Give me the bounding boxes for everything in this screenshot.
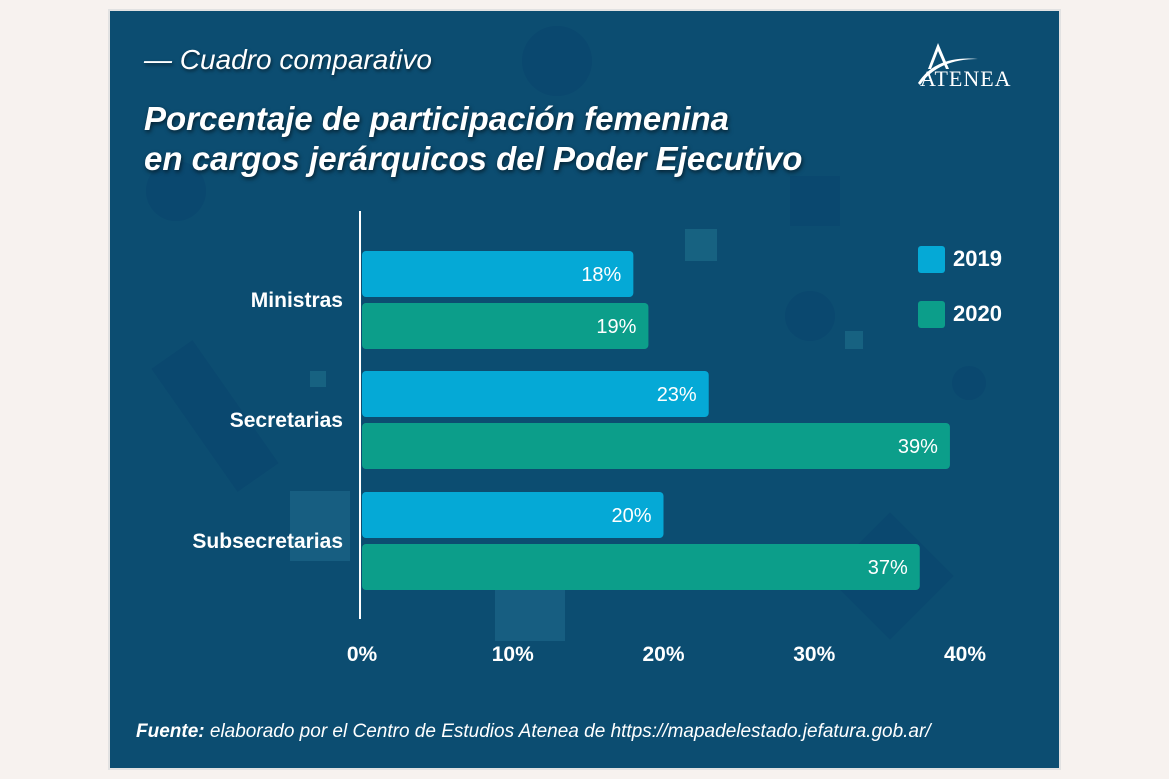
chart-title: Porcentaje de participación femenina en … bbox=[144, 99, 802, 179]
decorative-circle bbox=[785, 291, 835, 341]
atenea-logo-icon bbox=[918, 43, 978, 85]
x-tick-label: 20% bbox=[642, 643, 684, 666]
data-label: 23% bbox=[657, 384, 697, 406]
infographic-card: — Cuadro comparativo Porcentaje de parti… bbox=[110, 11, 1059, 768]
decorative-square bbox=[685, 229, 717, 261]
bar-2020 bbox=[362, 544, 920, 590]
decorative-circle bbox=[146, 161, 206, 221]
logo-text: ATENEA bbox=[920, 66, 1012, 91]
decorative-circle bbox=[952, 366, 986, 400]
decorative-square bbox=[310, 371, 326, 387]
bar-2019 bbox=[362, 371, 709, 417]
x-tick-label: 30% bbox=[793, 643, 835, 666]
title-line-2: en cargos jerárquicos del Poder Ejecutiv… bbox=[144, 140, 803, 177]
x-tick-label: 0% bbox=[347, 643, 378, 666]
data-label: 39% bbox=[898, 436, 938, 458]
bar-2020 bbox=[362, 303, 649, 349]
legend-swatch-2020 bbox=[918, 300, 945, 328]
category-label: Subsecretarias bbox=[192, 530, 343, 553]
decorative-square bbox=[790, 176, 840, 226]
decorative-square bbox=[845, 331, 863, 349]
legend-item-2019: 2019 bbox=[918, 244, 1002, 274]
legend: 2019 2020 bbox=[918, 244, 1002, 354]
title-line-1: Porcentaje de participación femenina bbox=[144, 100, 730, 137]
bar-2019 bbox=[362, 492, 664, 538]
legend-label-2020: 2020 bbox=[953, 301, 1002, 326]
bar-2020 bbox=[362, 423, 950, 469]
source-text: elaborado por el Centro de Estudios Aten… bbox=[204, 721, 931, 742]
bar-chart: Ministras 18% 19% Secretarias 23% 39% Subsecre… bbox=[192, 211, 986, 666]
atenea-logo: ATENEA bbox=[916, 41, 1011, 91]
data-label: 20% bbox=[611, 505, 651, 527]
source-note: Fuente: elaborado por el Centro de Estud… bbox=[136, 721, 931, 743]
subtitle-text: Cuadro comparativo bbox=[179, 44, 432, 75]
data-label: 18% bbox=[581, 264, 621, 286]
x-tick-label: 10% bbox=[492, 643, 534, 666]
data-label: 19% bbox=[596, 316, 636, 338]
data-label: 37% bbox=[868, 557, 908, 579]
category-label: Ministras bbox=[251, 289, 343, 312]
bar-2019 bbox=[362, 251, 634, 297]
subtitle: — Cuadro comparativo bbox=[144, 44, 432, 75]
decorative-circle bbox=[522, 26, 592, 96]
legend-label-2019: 2019 bbox=[953, 246, 1002, 271]
decorative-square bbox=[290, 491, 350, 561]
category-label: Secretarias bbox=[230, 409, 343, 432]
legend-swatch-2019 bbox=[918, 245, 945, 273]
legend-item-2020: 2020 bbox=[918, 299, 1002, 329]
source-label: Fuente: bbox=[136, 721, 205, 742]
x-tick-label: 40% bbox=[944, 643, 986, 666]
